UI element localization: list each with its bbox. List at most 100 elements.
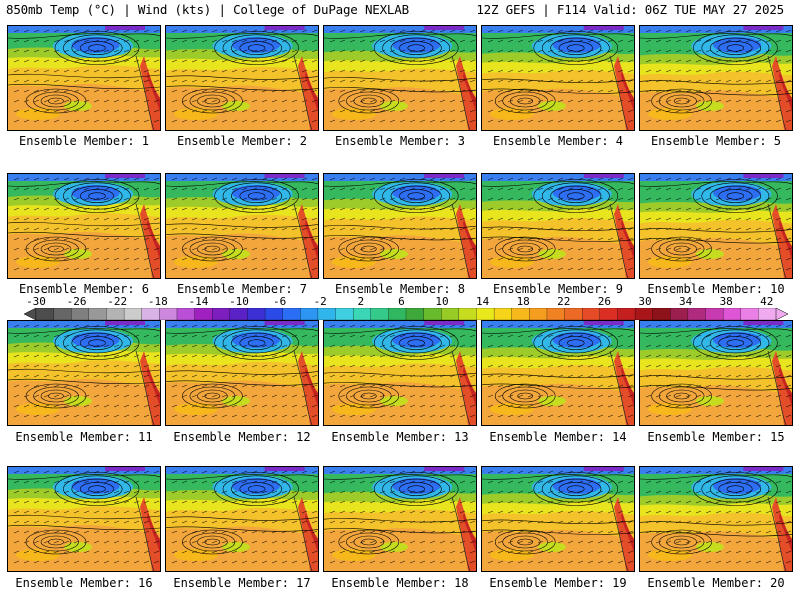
colorbar-high-arrow bbox=[775, 308, 788, 320]
ensemble-member-map bbox=[481, 173, 635, 279]
ensemble-member-map bbox=[323, 25, 477, 131]
colorbar-swatch bbox=[529, 308, 548, 320]
colorbar-tick-label: 6 bbox=[398, 295, 405, 308]
colorbar-tick-label: -26 bbox=[66, 295, 87, 308]
temperature-wind-map bbox=[640, 467, 792, 571]
colorbar-swatch bbox=[264, 308, 284, 320]
colorbar-swatch bbox=[634, 308, 654, 320]
colorbar-swatch bbox=[441, 308, 460, 320]
colorbar-swatch bbox=[35, 308, 55, 320]
ensemble-member-map bbox=[481, 320, 635, 426]
colorbar-tick-label: 18 bbox=[516, 295, 530, 308]
ensemble-member-map bbox=[165, 466, 319, 572]
ensemble-member-map bbox=[165, 173, 319, 279]
colorbar-swatch bbox=[176, 308, 196, 320]
temperature-wind-map bbox=[640, 26, 792, 130]
colorbar-swatch bbox=[194, 308, 213, 320]
colorbar-swatch bbox=[599, 308, 618, 320]
temperature-wind-map bbox=[482, 321, 634, 425]
chart-title-left: 850mb Temp (°C) | Wind (kts) | College o… bbox=[6, 2, 409, 17]
ensemble-member-map bbox=[7, 320, 161, 426]
colorbar-swatch bbox=[229, 308, 248, 320]
colorbar-tick-label: 30 bbox=[638, 295, 652, 308]
temperature-wind-map bbox=[166, 321, 318, 425]
temperature-wind-map bbox=[324, 467, 476, 571]
ensemble-member-label: Ensemble Member: 6 bbox=[18, 282, 150, 296]
colorbar-swatch bbox=[582, 308, 601, 320]
colorbar-swatch bbox=[300, 308, 319, 320]
ensemble-member-map bbox=[639, 25, 793, 131]
colorbar-tick-label: 10 bbox=[435, 295, 449, 308]
ensemble-member-label: Ensemble Member: 9 bbox=[492, 282, 624, 296]
temperature-wind-map bbox=[8, 26, 160, 130]
ensemble-member-label: Ensemble Member: 1 bbox=[18, 134, 150, 148]
ensemble-member-map bbox=[481, 466, 635, 572]
colorbar-swatch bbox=[546, 308, 566, 320]
ensemble-member-label: Ensemble Member: 11 bbox=[15, 430, 153, 444]
ensemble-member-label: Ensemble Member: 16 bbox=[15, 576, 153, 590]
ensemble-member-map bbox=[639, 173, 793, 279]
temperature-wind-map bbox=[166, 26, 318, 130]
colorbar-swatch bbox=[617, 308, 636, 320]
ensemble-member-label: Ensemble Member: 7 bbox=[176, 282, 308, 296]
colorbar-swatch bbox=[405, 308, 425, 320]
colorbar-tick-label: 42 bbox=[760, 295, 774, 308]
temperature-wind-map bbox=[640, 174, 792, 278]
colorbar-swatch bbox=[388, 308, 407, 320]
temperature-wind-map bbox=[324, 26, 476, 130]
ensemble-member-map bbox=[165, 25, 319, 131]
colorbar-swatch bbox=[722, 308, 742, 320]
temperature-wind-map bbox=[324, 321, 476, 425]
colorbar-swatch bbox=[247, 308, 266, 320]
ensemble-member-label: Ensemble Member: 4 bbox=[492, 134, 624, 148]
temperature-wind-map bbox=[8, 321, 160, 425]
ensemble-member-label: Ensemble Member: 10 bbox=[647, 282, 785, 296]
temperature-colorbar bbox=[24, 308, 788, 320]
colorbar-swatch bbox=[106, 308, 125, 320]
colorbar-swatch bbox=[423, 308, 442, 320]
ensemble-member-label: Ensemble Member: 5 bbox=[650, 134, 782, 148]
temperature-wind-map bbox=[482, 174, 634, 278]
chart-title-right: 12Z GEFS | F114 Valid: 06Z TUE MAY 27 20… bbox=[476, 2, 784, 17]
colorbar-tick-label: -22 bbox=[107, 295, 128, 308]
ensemble-member-map bbox=[481, 25, 635, 131]
colorbar-swatch bbox=[317, 308, 336, 320]
colorbar-tick-label: -10 bbox=[229, 295, 249, 308]
colorbar-tick-label: 22 bbox=[557, 295, 571, 308]
colorbar-swatch bbox=[212, 308, 231, 320]
ensemble-member-map bbox=[323, 320, 477, 426]
colorbar-swatch bbox=[705, 308, 724, 320]
ensemble-member-map bbox=[323, 173, 477, 279]
colorbar-swatch bbox=[159, 308, 178, 320]
colorbar-swatch bbox=[352, 308, 372, 320]
temperature-wind-map bbox=[640, 321, 792, 425]
ensemble-member-map bbox=[7, 173, 161, 279]
ensemble-member-label: Ensemble Member: 19 bbox=[489, 576, 627, 590]
ensemble-member-label: Ensemble Member: 18 bbox=[331, 576, 469, 590]
colorbar-tick-label: 14 bbox=[475, 295, 490, 308]
colorbar-swatch bbox=[335, 308, 354, 320]
colorbar-swatch bbox=[493, 308, 513, 320]
temperature-wind-map bbox=[8, 467, 160, 571]
ensemble-member-label: Ensemble Member: 8 bbox=[334, 282, 466, 296]
colorbar-swatch bbox=[740, 308, 759, 320]
ensemble-member-map bbox=[639, 466, 793, 572]
ensemble-member-label: Ensemble Member: 2 bbox=[176, 134, 308, 148]
colorbar-swatch bbox=[687, 308, 706, 320]
colorbar-tick-label: -6 bbox=[272, 295, 287, 308]
ensemble-member-label: Ensemble Member: 3 bbox=[334, 134, 466, 148]
temperature-wind-map bbox=[324, 174, 476, 278]
colorbar-swatch bbox=[564, 308, 583, 320]
colorbar-tick-label: 26 bbox=[597, 295, 612, 308]
ensemble-member-map bbox=[7, 25, 161, 131]
colorbar-swatch bbox=[670, 308, 689, 320]
ensemble-member-label: Ensemble Member: 20 bbox=[647, 576, 785, 590]
colorbar-tick-label: 38 bbox=[719, 295, 733, 308]
colorbar-swatch bbox=[511, 308, 530, 320]
colorbar-tick-label: -14 bbox=[188, 295, 209, 308]
colorbar-swatch bbox=[476, 308, 495, 320]
colorbar-swatch bbox=[88, 308, 107, 320]
colorbar-swatch bbox=[758, 308, 777, 320]
ensemble-member-map bbox=[165, 320, 319, 426]
temperature-wind-map bbox=[166, 467, 318, 571]
